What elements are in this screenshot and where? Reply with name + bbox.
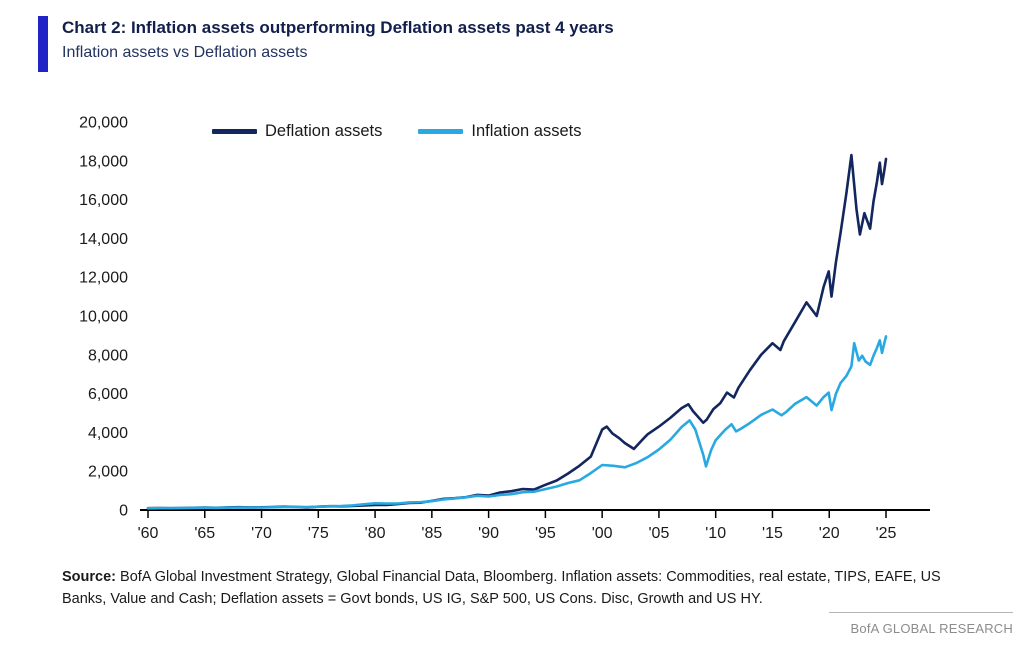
chart-subtitle: Inflation assets vs Deflation assets — [62, 44, 308, 61]
x-tick-label: '95 — [535, 525, 556, 542]
source-note: Source: BofA Global Investment Strategy,… — [62, 566, 970, 611]
y-tick-label: 12,000 — [79, 270, 128, 287]
y-tick-label: 8,000 — [88, 347, 128, 364]
x-tick-label: '15 — [762, 525, 783, 542]
x-tick-label: '00 — [592, 525, 613, 542]
y-tick-label: 2,000 — [88, 464, 128, 481]
accent-bar — [38, 16, 48, 72]
y-tick-label: 16,000 — [79, 192, 128, 209]
brand-text: BofA GLOBAL RESEARCH — [850, 621, 1013, 636]
x-tick-label: '25 — [876, 525, 897, 542]
chart-title: Chart 2: Inflation assets outperforming … — [62, 18, 614, 37]
y-tick-label: 10,000 — [79, 309, 128, 326]
deflation-assets-line — [146, 153, 888, 510]
x-tick-label: '85 — [421, 525, 442, 542]
y-tick-label: 4,000 — [88, 425, 128, 442]
x-tick-label: '70 — [251, 525, 272, 542]
x-tick-label: '80 — [365, 525, 386, 542]
x-tick-label: '75 — [308, 525, 329, 542]
x-tick-label: '05 — [648, 525, 669, 542]
legend-label-inflation: Inflation assets — [471, 122, 582, 140]
x-tick-label: '60 — [138, 525, 159, 542]
x-tick-label: '65 — [194, 525, 215, 542]
y-tick-label: 14,000 — [79, 231, 128, 248]
y-tick-label: 20,000 — [79, 115, 128, 132]
inflation-assets-line — [146, 335, 888, 510]
legend-label-deflation: Deflation assets — [265, 122, 383, 140]
deflation-line-swatch — [212, 129, 257, 134]
source-label: Source: — [62, 569, 116, 585]
y-tick-label: 18,000 — [79, 153, 128, 170]
x-tick-label: '90 — [478, 525, 499, 542]
chart-legend: Deflation assets Inflation assets — [212, 122, 581, 141]
legend-item-deflation: Deflation assets — [212, 122, 382, 141]
y-tick-label: 0 — [119, 503, 128, 520]
legend-item-inflation: Inflation assets — [418, 122, 581, 141]
inflation-line-swatch — [418, 129, 464, 134]
x-tick-label: '20 — [819, 525, 840, 542]
y-tick-label: 6,000 — [88, 386, 128, 403]
brand-block: BofA GLOBAL RESEARCH — [829, 612, 1013, 638]
x-tick-label: '10 — [705, 525, 726, 542]
source-text: BofA Global Investment Strategy, Global … — [62, 569, 941, 608]
